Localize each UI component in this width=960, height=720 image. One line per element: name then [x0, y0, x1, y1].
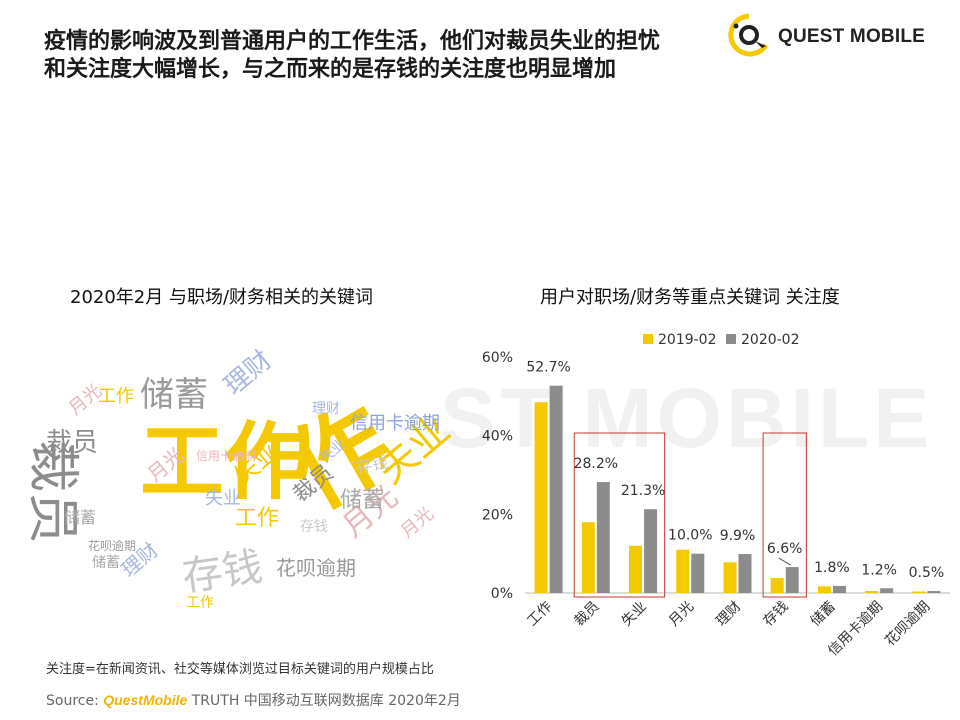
y-tick-label: 20% [482, 507, 513, 523]
source-line: Source: QuestMobile TRUTH 中国移动互联网数据库 202… [46, 690, 461, 710]
bar-2020-02 [927, 591, 941, 593]
logo-mark-icon [728, 13, 769, 57]
data-label: 9.9% [720, 528, 756, 544]
watermark: ST MOBILE [440, 371, 934, 465]
data-label: 52.7% [526, 360, 570, 376]
bar-chart-title: 用户对职场/财务等重点关键词 关注度 [540, 287, 840, 308]
quest-mobile-logo: QUEST MOBILE [726, 12, 926, 58]
source-brand: QuestMobile [103, 692, 188, 708]
bar-2020-02 [880, 588, 894, 593]
data-label: 0.5% [909, 565, 945, 581]
headline-line-2: 和关注度大幅增长，与之而来的是存钱的关注度也明显增加 [44, 57, 617, 82]
bar-2020-02 [596, 482, 610, 593]
x-tick-label: 工作 [524, 599, 555, 630]
x-tick-label: 花呗逾期 [882, 599, 933, 650]
x-tick-label: 失业 [619, 599, 650, 630]
bar-2019-02 [865, 591, 879, 593]
x-tick-label: 月光 [666, 599, 697, 630]
bar-2019-02 [676, 549, 690, 593]
wordcloud-title: 2020年2月 与职场/财务相关的关键词 [70, 287, 374, 308]
leader-line [778, 557, 791, 566]
highlight-box [573, 432, 666, 598]
x-tick-label: 理财 [713, 599, 744, 630]
headline-line-1: 疫情的影响波及到普通用户的工作生活，他们对裁员失业的担忧 [44, 29, 661, 54]
bar-2020-02 [644, 509, 658, 593]
y-tick-label: 0% [491, 586, 513, 602]
data-label: 28.2% [574, 456, 618, 472]
bar-2019-02 [581, 522, 595, 593]
bar-2020-02 [549, 385, 563, 593]
headline: 疫情的影响波及到普通用户的工作生活，他们对裁员失业的担忧 和关注度大幅增长，与之… [44, 28, 744, 84]
bar-2020-02 [785, 567, 799, 593]
x-tick-label: 储蓄 [808, 599, 839, 630]
source-label: Source: [46, 693, 99, 709]
y-tick-label: 40% [482, 429, 513, 445]
bar-2019-02 [770, 578, 784, 593]
data-label: 1.2% [861, 562, 897, 578]
data-label: 10.0% [668, 528, 712, 544]
source-rest: TRUTH 中国移动互联网数据库 2020年2月 [191, 693, 461, 709]
footnote: 关注度=在新闻资讯、社交等媒体浏览过目标关键词的用户规模占比 [46, 662, 434, 677]
y-tick-label: 60% [482, 350, 513, 366]
bar-2019-02 [629, 545, 643, 593]
data-label: 1.8% [814, 560, 850, 576]
data-label: 6.6% [767, 541, 803, 557]
bar-2019-02 [534, 402, 548, 593]
legend-label: 2020-02 [741, 332, 800, 348]
bar-2019-02 [723, 562, 737, 593]
highlight-box [762, 432, 807, 598]
bar-2020-02 [832, 585, 846, 593]
bar-2020-02 [738, 554, 752, 593]
x-tick-label: 存钱 [760, 599, 791, 630]
x-tick-label: 裁员 [572, 599, 603, 630]
logo-text: QUEST MOBILE [778, 26, 926, 47]
bar-2020-02 [691, 553, 705, 593]
data-label: 21.3% [621, 483, 665, 499]
bar-2019-02 [817, 586, 831, 593]
bar-2019-02 [912, 591, 926, 593]
legend-swatch [643, 334, 653, 344]
legend-swatch [726, 334, 736, 344]
legend-label: 2019-02 [658, 332, 717, 348]
